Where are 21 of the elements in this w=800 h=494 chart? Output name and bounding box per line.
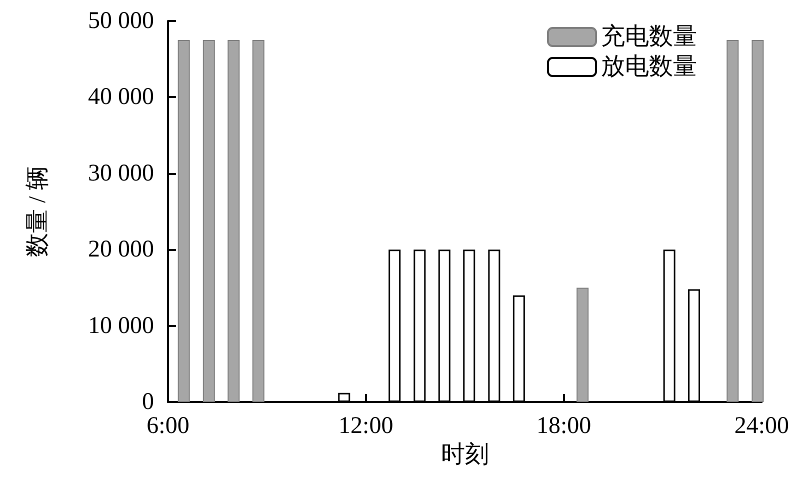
y-tick-label: 10 000 [88, 312, 154, 339]
x-tick-label: 18:00 [536, 413, 592, 439]
bar [202, 40, 215, 402]
bar [252, 40, 264, 402]
y-tick-label: 40 000 [88, 84, 154, 110]
bar [228, 40, 240, 402]
x-tick-label: 12:00 [338, 413, 394, 439]
legend-label: 充电数量 [601, 23, 697, 50]
legend-label: 放电数量 [601, 54, 697, 80]
y-axis-title: 数量 / 辆 [25, 166, 51, 257]
bar [726, 40, 739, 402]
x-tick-label: 24:00 [734, 413, 789, 439]
y-tick-label: 50 000 [88, 8, 154, 34]
y-tick-label: 30 000 [88, 160, 154, 186]
bar [178, 40, 190, 402]
y-tick-label: 20 000 [88, 236, 154, 263]
bar [576, 288, 589, 402]
x-tick-label: 6:00 [146, 413, 190, 439]
bar [752, 40, 764, 402]
y-tick-label: 0 [142, 389, 154, 415]
x-axis-title: 时刻 [440, 440, 489, 468]
